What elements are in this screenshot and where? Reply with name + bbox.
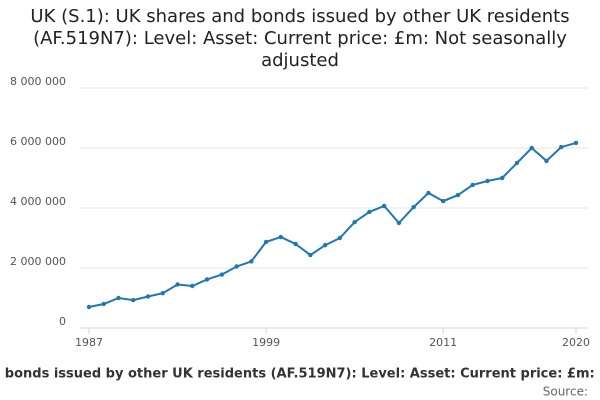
point	[145, 294, 151, 299]
x-tick-label: 2020	[562, 336, 590, 349]
point	[544, 158, 549, 164]
point	[219, 272, 225, 277]
point	[514, 160, 520, 166]
line	[88, 141, 577, 308]
point	[559, 144, 564, 150]
point	[396, 220, 402, 226]
point	[440, 198, 446, 204]
point	[175, 282, 180, 287]
point	[470, 182, 475, 188]
point	[337, 235, 343, 241]
point	[500, 175, 505, 181]
point	[278, 234, 284, 240]
point	[426, 190, 431, 196]
x-tick-label: 1987	[75, 336, 103, 349]
point	[131, 297, 136, 303]
point	[116, 295, 121, 301]
point	[190, 283, 195, 289]
y-tick-label: 2 000 000	[10, 255, 66, 268]
chart-title: UK (S.1): UK shares and bonds issued by …	[30, 6, 570, 71]
point	[455, 192, 461, 198]
point	[308, 252, 313, 258]
y-tick-label: 8 000 000	[10, 75, 66, 88]
x-tick-label: 2011	[429, 336, 457, 349]
point	[101, 301, 106, 307]
point	[381, 203, 387, 209]
point	[86, 304, 92, 310]
point	[249, 259, 254, 264]
point	[367, 209, 372, 215]
point	[322, 243, 328, 248]
point	[485, 178, 490, 184]
y-tick-label: 6 000 000	[10, 135, 66, 148]
point	[160, 291, 165, 296]
y-tick-label: 4 000 000	[10, 195, 66, 208]
point	[263, 239, 269, 245]
point	[293, 241, 298, 247]
point	[529, 145, 534, 151]
point	[411, 204, 416, 210]
point	[234, 264, 239, 269]
point	[573, 140, 579, 146]
caption: UK (S.1): UK shares and bonds issued by …	[0, 367, 600, 382]
x-tick-label: 1999	[252, 336, 280, 349]
point	[204, 277, 210, 282]
source: Source:	[543, 385, 588, 399]
y-tick-label: 0	[59, 315, 66, 328]
point	[352, 219, 357, 225]
